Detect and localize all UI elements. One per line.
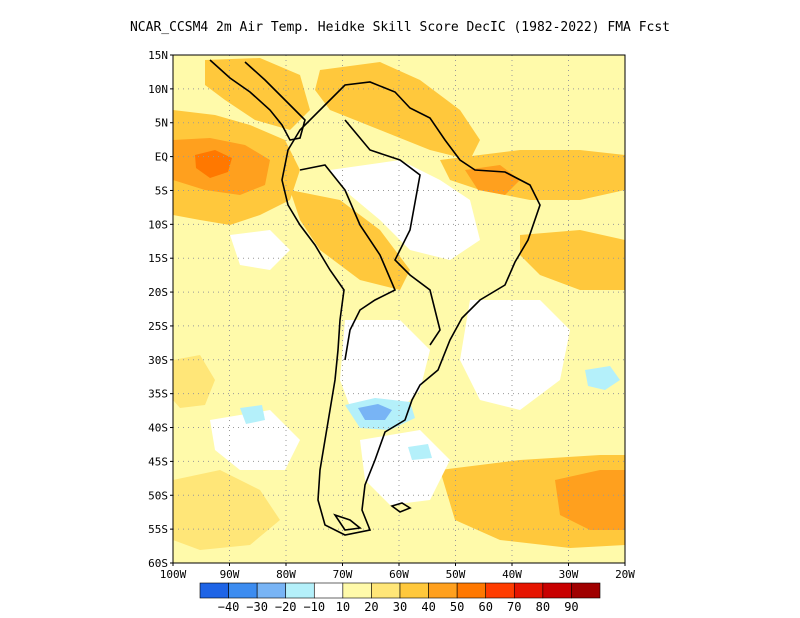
lat-tick-label: 10S (148, 218, 168, 231)
field-white-southpac (210, 410, 300, 470)
field-orange-west-mid (173, 355, 215, 408)
colorbar-swatch (571, 582, 601, 599)
colorbar-label: −10 (303, 600, 325, 614)
colorbar-swatch (371, 582, 401, 599)
field-lightblue-south (408, 444, 432, 460)
lat-tick-label: 45S (148, 455, 168, 468)
lon-tick-label: 70W (333, 568, 353, 581)
colorbar-swatch (199, 582, 229, 599)
coastline-south-america (281, 81, 541, 536)
lat-tick-label: 55S (148, 523, 168, 536)
colorbar-swatch (228, 582, 258, 599)
colorbar-swatch (399, 582, 429, 599)
colorbar-swatch (342, 582, 372, 599)
colorbar-swatch (428, 582, 458, 599)
lon-tick-label: 60W (389, 568, 409, 581)
field-red-spot (195, 150, 232, 178)
colorbar-label: 20 (364, 600, 378, 614)
field-blue-patagonia (358, 404, 392, 420)
lat-tick-label: 20S (148, 286, 168, 299)
lon-tick-label: 50W (446, 568, 466, 581)
colorbar-swatch (313, 582, 344, 599)
lat-tick-label: 40S (148, 422, 168, 435)
lat-tick-label: 5N (155, 117, 168, 130)
colorbar-label: 90 (564, 600, 578, 614)
colorbar-label: −40 (218, 600, 240, 614)
lon-tick-label: 90W (220, 568, 240, 581)
colorbar: −40 −30 −20 −10 10 20 30 40 50 60 70 80 90 (199, 582, 601, 614)
field-orange-andes (290, 190, 410, 290)
field-darkorange-southeast (555, 470, 625, 530)
lon-tick-label: 40W (502, 568, 522, 581)
map-grid (173, 55, 625, 563)
field-orange-sw-pacific (173, 470, 280, 550)
colorbar-swatch (513, 582, 544, 599)
colorbar-label: 10 (336, 600, 350, 614)
lat-tick-label: 50S (148, 489, 168, 502)
field-orange-north-sa (315, 62, 480, 160)
lon-tick-label: 100W (160, 568, 187, 581)
lat-tick-label: 5S (155, 184, 168, 197)
colorbar-swatch (542, 582, 572, 599)
field-white-argentina (340, 320, 430, 420)
lat-tick-label: 30S (148, 354, 168, 367)
lon-tick-label: 20W (615, 568, 635, 581)
colorbar-swatch (485, 582, 515, 599)
colorbar-label: 50 (450, 600, 464, 614)
field-lightblue-atlantic (585, 366, 620, 390)
colorbar-label: 40 (421, 600, 435, 614)
colorbar-swatch (256, 582, 287, 599)
field-lightblue-pacific (240, 405, 265, 424)
lat-tick-label: 35S (148, 388, 168, 401)
colorbar-label: 70 (507, 600, 521, 614)
border-brazil (344, 119, 441, 346)
island-tierra-del-fuego (333, 513, 362, 531)
colorbar-label: −20 (275, 600, 297, 614)
lat-tick-label: 10N (148, 83, 168, 96)
coastline-central-america (209, 59, 306, 141)
colorbar-label: 60 (478, 600, 492, 614)
field-white-pacific (230, 230, 290, 270)
lat-tick-label: 15S (148, 252, 168, 265)
border-andes (299, 164, 397, 361)
lat-tick-label: EQ (155, 151, 168, 164)
lat-tick-label: 60S (148, 557, 168, 570)
lon-tick-label: 80W (276, 568, 296, 581)
field-white-central-brazil (330, 160, 480, 260)
lat-tick-label: 25S (148, 320, 168, 333)
colorbar-label: 30 (393, 600, 407, 614)
field-orange-atlantic (520, 230, 625, 290)
lat-tick-label: 15N (148, 49, 168, 62)
field-orange-caribbean (205, 58, 310, 130)
colorbar-label: −30 (246, 600, 268, 614)
lon-tick-label: 30W (559, 568, 579, 581)
colorbar-swatch (285, 582, 315, 599)
island-falklands (390, 502, 412, 513)
field-white-southatl (460, 300, 570, 410)
chart-title: NCAR_CCSM4 2m Air Temp. Heidke Skill Sco… (129, 20, 671, 35)
colorbar-swatch (456, 582, 487, 599)
colorbar-label: 80 (536, 600, 550, 614)
